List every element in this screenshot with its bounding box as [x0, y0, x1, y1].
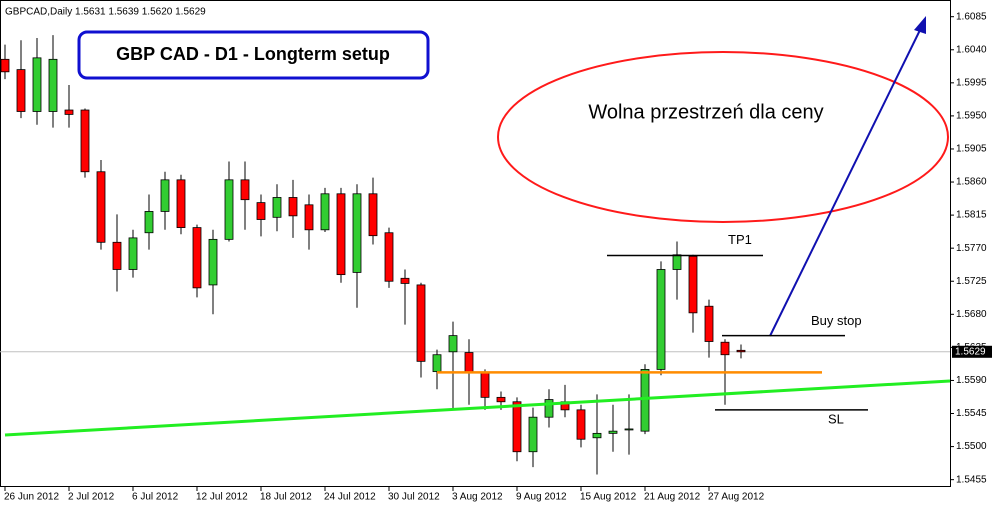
- candle-body: [320, 193, 330, 231]
- chart-title: GBP CAD - D1 - Longterm setup: [116, 44, 390, 64]
- last-price-box: [952, 345, 992, 358]
- level-label: SL: [828, 411, 844, 426]
- candle-body: [592, 432, 602, 439]
- x-tick-label: 9 Aug 2012: [516, 492, 567, 503]
- level-label: Buy stop: [811, 313, 862, 328]
- x-tick-label: 30 Jul 2012: [388, 492, 440, 503]
- candle-body: [656, 269, 666, 370]
- candle-body: [224, 179, 234, 240]
- y-tick-label: 1.6085: [956, 11, 987, 22]
- annotation: Wolna przestrzeń dla ceny: [588, 101, 823, 123]
- candle-body: [32, 57, 42, 112]
- candle-body: [336, 193, 346, 276]
- x-tick-label: 26 Jun 2012: [4, 492, 59, 503]
- candle-body: [608, 430, 618, 434]
- candle-body: [736, 349, 746, 353]
- candle-body: [384, 232, 394, 282]
- candle-body: [688, 255, 698, 314]
- title-box: [77, 30, 430, 80]
- candle-body: [368, 193, 378, 237]
- candle-body: [576, 409, 586, 440]
- candle-body: [704, 305, 714, 342]
- x-tick-label: 24 Jul 2012: [324, 492, 376, 503]
- candle-body: [96, 171, 106, 243]
- y-tick-label: 1.5590: [956, 375, 987, 386]
- candle-body: [624, 428, 634, 431]
- candle-body: [672, 254, 682, 270]
- x-tick-label: 27 Aug 2012: [708, 492, 765, 503]
- trendline: [4, 379, 951, 437]
- candle-body: [128, 237, 138, 270]
- x-tick-label: 2 Jul 2012: [68, 492, 115, 503]
- candle-body: [64, 109, 74, 115]
- plot-frame: [0, 0, 951, 487]
- y-tick-label: 1.5815: [956, 210, 987, 221]
- candle-body: [512, 401, 522, 453]
- y-tick-label: 1.5545: [956, 408, 987, 419]
- y-tick-label: 1.5680: [956, 309, 987, 320]
- x-tick-label: 3 Aug 2012: [452, 492, 503, 503]
- candle-body: [352, 193, 362, 273]
- header: GBPCAD,Daily 1.5631 1.5639 1.5620 1.5629: [5, 7, 206, 18]
- candle-body: [192, 227, 202, 289]
- candle-body: [288, 197, 298, 217]
- candle-body: [0, 58, 10, 73]
- y-tick-label: 1.5905: [956, 144, 987, 155]
- candle-body: [720, 341, 730, 356]
- candle-body: [304, 204, 314, 231]
- x-tick-label: 6 Jul 2012: [132, 492, 179, 503]
- x-tick-label: 12 Jul 2012: [196, 492, 248, 503]
- candle-body: [176, 179, 186, 228]
- candle-body: [432, 354, 442, 373]
- candle-body: [240, 179, 250, 201]
- candle-body: [16, 69, 26, 112]
- candle-body: [448, 335, 458, 353]
- candle-body: [256, 202, 266, 220]
- x-tick-label: 21 Aug 2012: [644, 492, 701, 503]
- candle-body: [112, 241, 122, 270]
- level-label: TP1: [728, 232, 752, 247]
- candle-body: [48, 58, 58, 112]
- y-tick-label: 1.5950: [956, 111, 987, 122]
- candle-body: [160, 179, 170, 212]
- arrow-head: [914, 16, 926, 34]
- x-tick-label: 18 Jul 2012: [260, 492, 312, 503]
- y-tick-label: 1.6040: [956, 44, 987, 55]
- candle-body: [416, 284, 426, 362]
- candle-body: [544, 399, 554, 418]
- y-tick-label: 1.5725: [956, 276, 987, 287]
- last-price-label: 1.5629: [955, 346, 986, 357]
- y-tick-label: 1.5500: [956, 441, 987, 452]
- candle-body: [144, 211, 154, 234]
- candle-body: [208, 238, 218, 286]
- candle-body: [528, 416, 538, 453]
- candle-body: [640, 369, 650, 432]
- candle-body: [480, 371, 490, 398]
- y-tick-label: 1.5860: [956, 177, 987, 188]
- candle-body: [80, 109, 90, 173]
- y-tick-label: 1.5995: [956, 77, 987, 88]
- x-tick-label: 15 Aug 2012: [580, 492, 637, 503]
- arrow: [769, 27, 922, 337]
- y-tick-label: 1.5770: [956, 243, 987, 254]
- candle-body: [400, 277, 410, 284]
- ellipse: [497, 51, 949, 223]
- candle-body: [464, 352, 474, 373]
- candle-body: [272, 197, 282, 218]
- y-tick-label: 1.5455: [956, 474, 987, 485]
- candle-body: [496, 396, 506, 403]
